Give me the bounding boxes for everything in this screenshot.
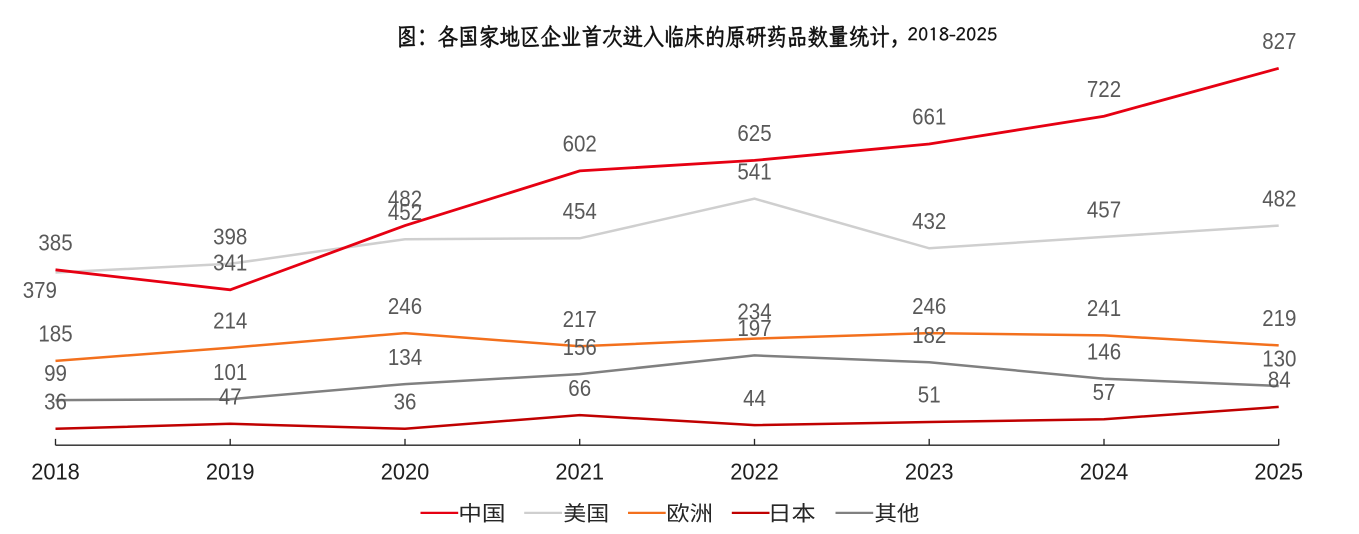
svg-text:66: 66 bbox=[568, 375, 591, 401]
svg-text:432: 432 bbox=[912, 208, 946, 234]
svg-text:246: 246 bbox=[388, 293, 422, 319]
svg-text:234: 234 bbox=[737, 298, 771, 324]
svg-text:379: 379 bbox=[23, 277, 57, 303]
svg-text:482: 482 bbox=[1262, 185, 1296, 211]
svg-text:385: 385 bbox=[38, 229, 72, 255]
svg-text:197: 197 bbox=[737, 315, 771, 341]
svg-text:2022: 2022 bbox=[730, 459, 779, 485]
svg-text:661: 661 bbox=[912, 104, 946, 130]
svg-text:44: 44 bbox=[743, 385, 766, 411]
svg-text:827: 827 bbox=[1262, 28, 1296, 54]
svg-text:99: 99 bbox=[44, 360, 67, 386]
svg-text:36: 36 bbox=[44, 388, 67, 414]
svg-text:47: 47 bbox=[219, 383, 242, 409]
svg-text:146: 146 bbox=[1087, 338, 1121, 364]
svg-text:625: 625 bbox=[737, 120, 771, 146]
svg-text:2021: 2021 bbox=[555, 459, 604, 485]
svg-text:2023: 2023 bbox=[905, 459, 954, 485]
svg-text:156: 156 bbox=[563, 334, 597, 360]
svg-text:457: 457 bbox=[1087, 197, 1121, 223]
svg-text:246: 246 bbox=[912, 293, 946, 319]
svg-text:2020: 2020 bbox=[381, 459, 430, 485]
svg-text:2025: 2025 bbox=[1254, 459, 1303, 485]
svg-text:130: 130 bbox=[1262, 346, 1296, 372]
svg-text:185: 185 bbox=[38, 321, 72, 347]
svg-text:452: 452 bbox=[388, 199, 422, 225]
svg-text:2018: 2018 bbox=[31, 459, 80, 485]
svg-text:214: 214 bbox=[213, 307, 247, 333]
svg-text:219: 219 bbox=[1262, 305, 1296, 331]
svg-text:101: 101 bbox=[213, 359, 247, 385]
svg-text:2024: 2024 bbox=[1080, 459, 1129, 485]
svg-text:134: 134 bbox=[388, 344, 422, 370]
svg-text:341: 341 bbox=[213, 249, 247, 275]
svg-text:57: 57 bbox=[1093, 379, 1116, 405]
svg-text:182: 182 bbox=[912, 322, 946, 348]
svg-text:602: 602 bbox=[563, 131, 597, 157]
svg-text:51: 51 bbox=[918, 382, 941, 408]
svg-text:2019: 2019 bbox=[206, 459, 255, 485]
svg-text:482: 482 bbox=[388, 185, 422, 211]
svg-text:454: 454 bbox=[563, 198, 597, 224]
svg-text:84: 84 bbox=[1268, 367, 1291, 393]
svg-text:217: 217 bbox=[563, 306, 597, 332]
svg-text:36: 36 bbox=[394, 388, 417, 414]
svg-text:722: 722 bbox=[1087, 76, 1121, 102]
svg-text:241: 241 bbox=[1087, 295, 1121, 321]
svg-text:541: 541 bbox=[737, 158, 771, 184]
svg-text:398: 398 bbox=[213, 223, 247, 249]
